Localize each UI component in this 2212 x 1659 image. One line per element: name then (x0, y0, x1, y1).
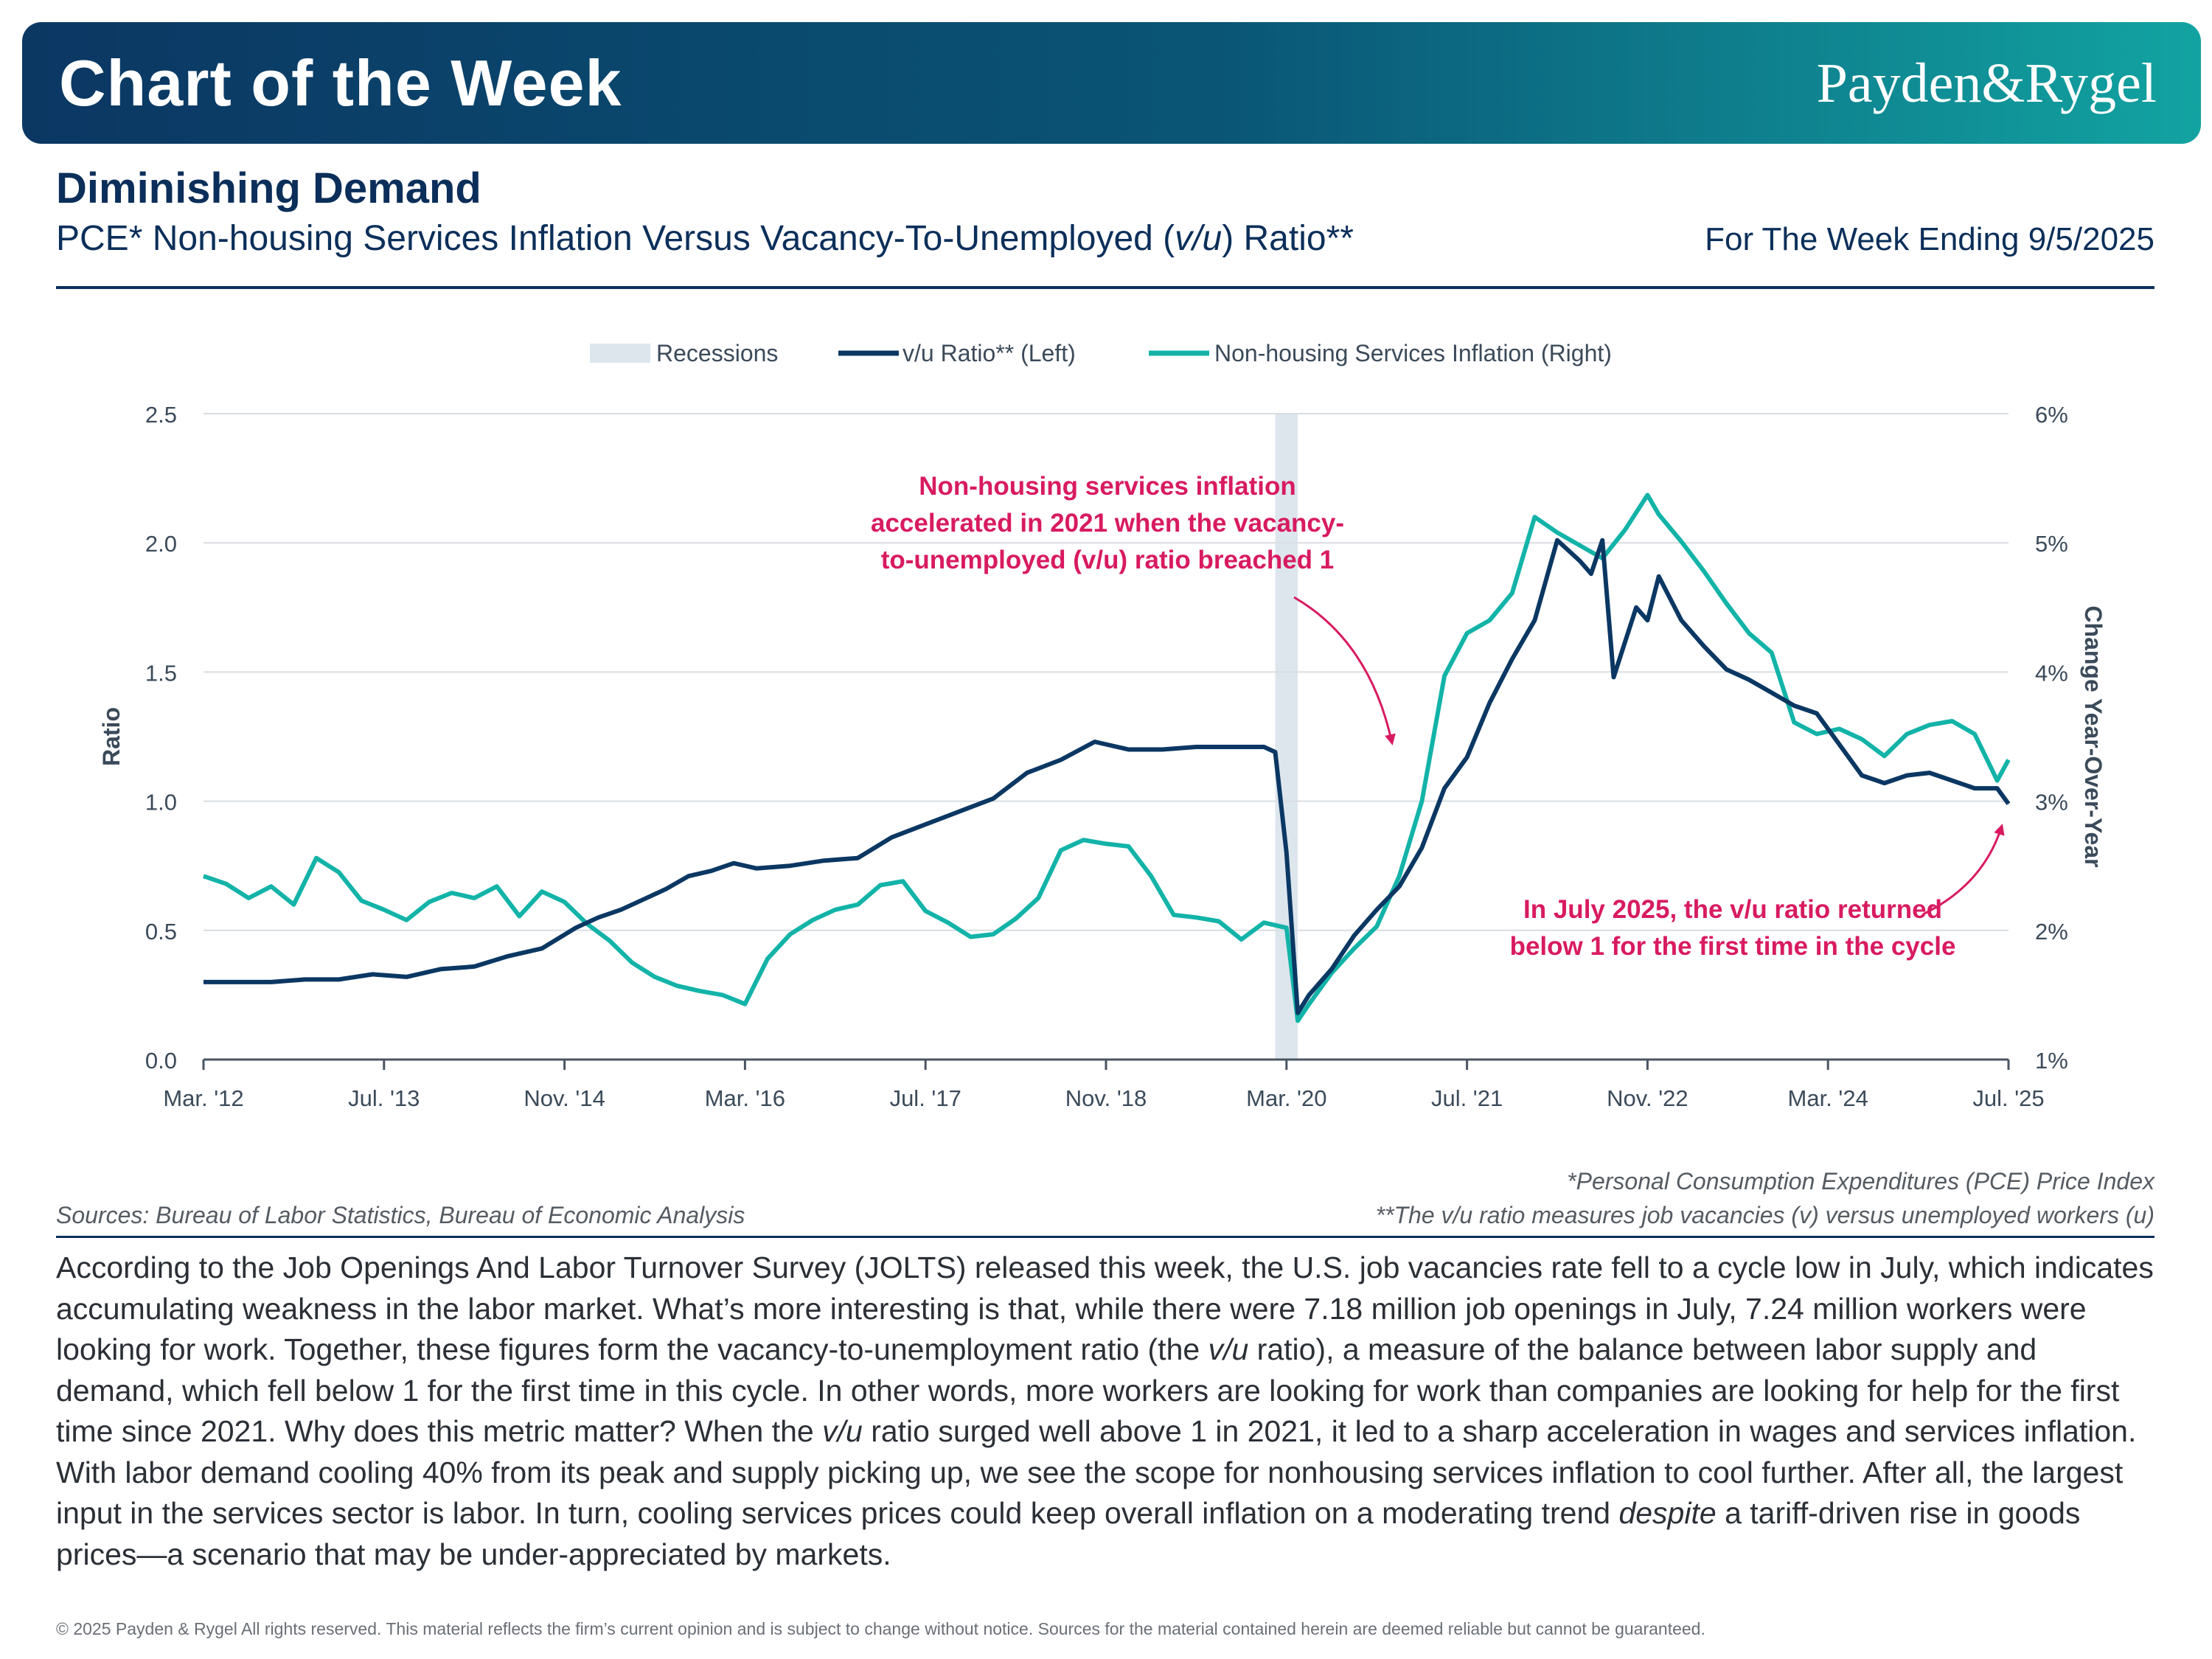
brand-logo: Payden&Rygel (1816, 52, 2157, 114)
y2-tick-label: 6% (2035, 402, 2068, 428)
annotation-1-arrow (1293, 596, 1396, 745)
y-tick-label: 1.0 (145, 790, 177, 815)
banner-title: Chart of the Week (59, 46, 622, 119)
x-tick-label: Mar. '24 (1788, 1085, 1868, 1111)
chart: 0.0 0.5 1.0 1.5 2.0 2.5 1% 2% 3% 4% 5% 6% Mar. '12 Ju… (98, 340, 2107, 1111)
legend-label-recessions: Recessions (656, 340, 778, 366)
y-tick-label: 2.5 (145, 402, 177, 428)
chart-title-pre: PCE* Non-housing Services Inflation Vers… (56, 219, 1175, 258)
footnote-vu: **The v/u ratio measures job vacancies (… (1375, 1202, 2154, 1228)
x-tick-label: Jul. '25 (1972, 1085, 2044, 1111)
legend-label-services: Non-housing Services Inflation (Right) (1214, 340, 1612, 366)
commentary-paragraph: According to the Job Openings And Labor … (56, 1248, 2157, 1575)
annotation-1-line: to-unemployed (v/u) ratio breached 1 (881, 546, 1335, 574)
commentary-part-4: a tariff-driven rise in goods prices—a s… (56, 1496, 2081, 1571)
annotation-2-line: In July 2025, the v/u ratio returned (1523, 895, 1942, 924)
chart-title-italic: v/u (1175, 219, 1222, 258)
header-banner: Chart of the Week Payden&Rygel (22, 22, 2201, 144)
y2-tick-label: 5% (2035, 531, 2068, 557)
series-line-services (203, 493, 2011, 1023)
legend-label-vu: v/u Ratio** (Left) (902, 340, 1076, 366)
commentary-part-1: According to the Job Openings And Labor … (56, 1251, 2154, 1366)
y-tick-label: 0.5 (145, 919, 177, 945)
sources-divider (56, 1236, 2154, 1238)
y2-tick-label: 3% (2035, 790, 2068, 815)
commentary-italic-1: v/u (1208, 1332, 1249, 1366)
annotation-2-line: below 1 for the first time in the cycle (1510, 932, 1956, 961)
y-tick-label: 2.0 (145, 531, 177, 557)
legend-swatch-recessions (590, 344, 650, 363)
annotation-1-line: Non-housing services inflation (919, 472, 1295, 501)
series-line-vu-ratio (204, 538, 2011, 1015)
sources-note: Sources: Bureau of Labor Statistics, Bur… (56, 1202, 745, 1228)
y2-tick-label: 1% (2035, 1048, 2068, 1074)
x-tick-label: Mar. '16 (705, 1085, 785, 1111)
x-tick-label: Nov. '14 (524, 1085, 605, 1111)
y-axis-title: Ratio (98, 707, 125, 766)
y2-tick-label: 2% (2035, 919, 2068, 945)
annotation-2-arrow (1922, 824, 2005, 916)
chart-title: PCE* Non-housing Services Inflation Vers… (56, 218, 1354, 259)
y2-axis-title: Change Year-Over-Year (2080, 605, 2107, 867)
commentary-part-3: ratio surged well above 1 in 2021, it le… (56, 1414, 2137, 1530)
annotation-1-line: accelerated in 2021 when the vacancy- (871, 509, 1344, 538)
page-subtitle: Diminishing Demand (56, 164, 481, 212)
commentary-italic-3: despite (1618, 1496, 1717, 1530)
x-tick-label: Nov. '18 (1065, 1085, 1147, 1111)
week-ending-label: For The Week Ending 9/5/2025 (1705, 221, 2154, 257)
x-tick-label: Jul. '21 (1431, 1085, 1503, 1111)
footnote-pce: *Personal Consumption Expenditures (PCE)… (1567, 1168, 2154, 1194)
title-divider (56, 286, 2154, 289)
x-tick-label: Jul. '17 (890, 1085, 961, 1111)
copyright-notice: © 2025 Payden & Rygel All rights reserve… (56, 1619, 1705, 1638)
y2-tick-label: 4% (2035, 660, 2068, 686)
x-tick-label: Mar. '20 (1246, 1085, 1326, 1111)
x-tick-label: Jul. '13 (348, 1085, 420, 1111)
y-tick-label: 0.0 (145, 1048, 177, 1074)
x-tick-label: Nov. '22 (1607, 1085, 1688, 1111)
commentary-italic-2: v/u (822, 1414, 863, 1448)
x-tick-label: Mar. '12 (163, 1085, 243, 1111)
y-tick-label: 1.5 (145, 660, 177, 686)
chart-title-post: ) Ratio** (1222, 219, 1354, 258)
commentary-part-2: ratio), a measure of the balance between… (56, 1332, 2120, 1448)
